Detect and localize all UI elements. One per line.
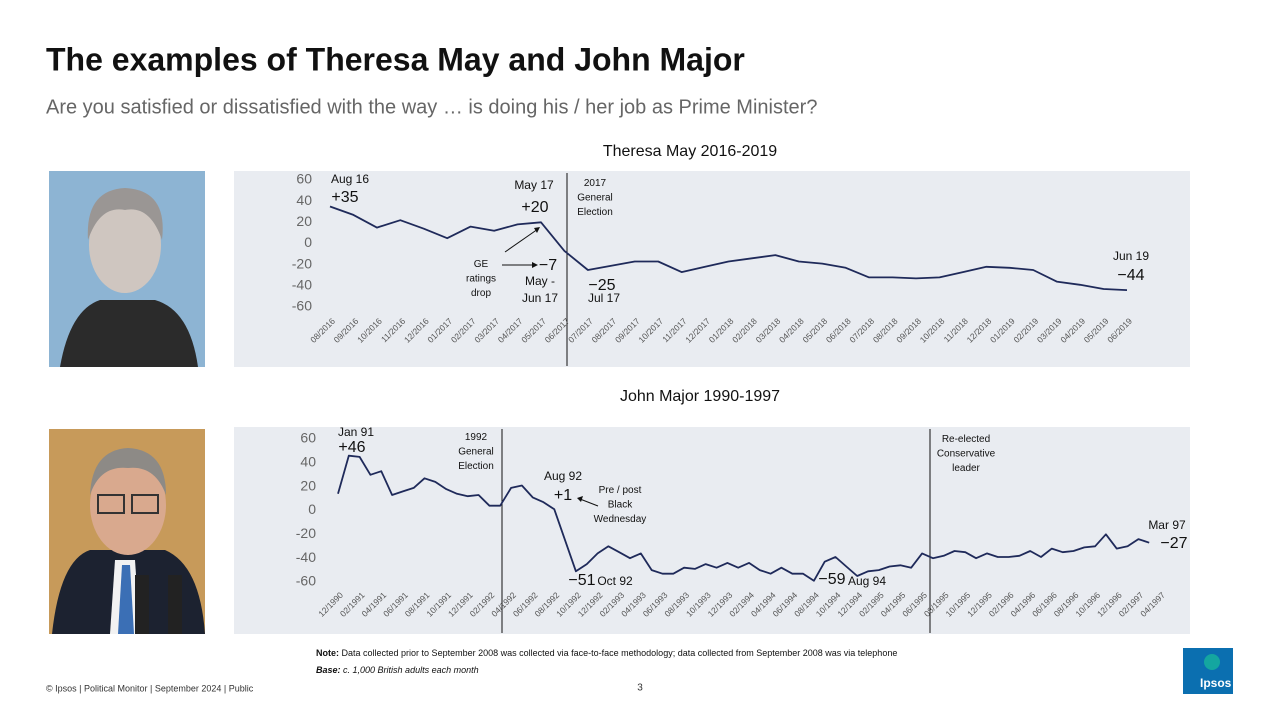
note: Note: Data collected prior to September … (316, 648, 897, 658)
y-tick-label: -60 (296, 573, 316, 589)
value-label: −27 (1160, 535, 1187, 552)
y-tick-label: 40 (296, 192, 312, 208)
slide-subtitle: Are you satisfied or dissatisfied with t… (46, 96, 817, 118)
annotation: May 17 (514, 178, 554, 192)
annotation-line: Pre / post (599, 485, 642, 496)
annotation-line: Wednesday (594, 514, 647, 525)
annotation-line: 2017 (584, 178, 607, 189)
annotation: Jan 91 (338, 425, 374, 439)
annotation: Aug 94 (848, 574, 886, 588)
data-line (329, 205, 1128, 291)
annotation: Re-elected Conservative leader (937, 434, 996, 474)
chart-panel (234, 427, 1190, 634)
slide-title: The examples of Theresa May and John Maj… (46, 41, 745, 77)
annotation-line: Black (608, 499, 633, 510)
logo-text: Ipsos (1200, 676, 1232, 690)
photo-may (49, 171, 205, 367)
y-tick-label: -20 (296, 525, 316, 541)
base: Base: c. 1,000 British adults each month (316, 665, 479, 675)
value-label: +35 (331, 189, 358, 206)
y-tick-label: -20 (292, 255, 312, 271)
chart-title: John Major 1990-1997 (620, 388, 780, 405)
y-tick-label: 60 (300, 430, 316, 446)
annotation: Aug 16 (331, 172, 369, 186)
annotation: Pre / post Black Wednesday (594, 485, 647, 525)
note-label: Note: (316, 648, 339, 658)
value-label: −59 (818, 571, 845, 588)
annotation: 1992 General Election (458, 432, 494, 472)
annotation-lines (501, 173, 931, 633)
y-tick-label: -60 (292, 298, 312, 314)
page-number: 3 (637, 683, 643, 694)
annotation-line: Conservative (937, 448, 996, 459)
value-label: −51 (568, 572, 595, 589)
annotation-line: drop (471, 288, 491, 299)
annotation: Mar 97 (1148, 518, 1186, 532)
y-tick-label: 60 (296, 171, 312, 187)
annotation-line: ratings (466, 273, 496, 284)
annotation-line: General (458, 446, 494, 457)
logo-mark (1204, 654, 1220, 670)
annotation: Oct 92 (597, 574, 633, 588)
y-tick-label: 0 (308, 501, 316, 517)
annotation-line: leader (952, 463, 980, 474)
y-tick-label: 0 (304, 234, 312, 250)
chart-title: Theresa May 2016-2019 (603, 143, 777, 160)
note-text: Data collected prior to September 2008 w… (342, 648, 898, 658)
value-label: +1 (554, 487, 572, 504)
annotation: GE ratings drop (466, 259, 496, 299)
annotation: Jun 19 (1113, 249, 1149, 263)
annotation-line: Election (458, 461, 494, 472)
y-tick-label: 20 (296, 213, 312, 229)
base-text: c. 1,000 British adults each month (343, 665, 479, 675)
annotation: 2017 General Election (577, 178, 613, 218)
data-line (337, 454, 1150, 582)
annotation: Jul 17 (588, 291, 620, 305)
y-tick-label: 20 (300, 477, 316, 493)
annotation-line: May - (525, 274, 555, 288)
value-label: +20 (521, 199, 548, 216)
photo-major (49, 429, 205, 634)
footer: © Ipsos | Political Monitor | September … (46, 683, 254, 693)
annotation-line: Re-elected (942, 434, 990, 445)
value-label: −44 (1117, 267, 1144, 284)
y-tick-label: -40 (296, 549, 316, 565)
annotation-line: General (577, 192, 613, 203)
base-label: Base: (316, 665, 341, 675)
annotation-line: Election (577, 207, 613, 218)
value-label: −7 (539, 257, 557, 274)
annotation: May - Jun 17 (522, 274, 558, 305)
y-tick-label: -40 (292, 277, 312, 293)
annotation-line: Jun 17 (522, 291, 558, 305)
annotation: Aug 92 (544, 469, 582, 483)
value-label: +46 (338, 439, 365, 456)
annotation-line: GE (474, 259, 489, 270)
y-tick-label: 40 (300, 454, 316, 470)
annotation-line: 1992 (465, 432, 488, 443)
value-label: −25 (588, 277, 615, 294)
